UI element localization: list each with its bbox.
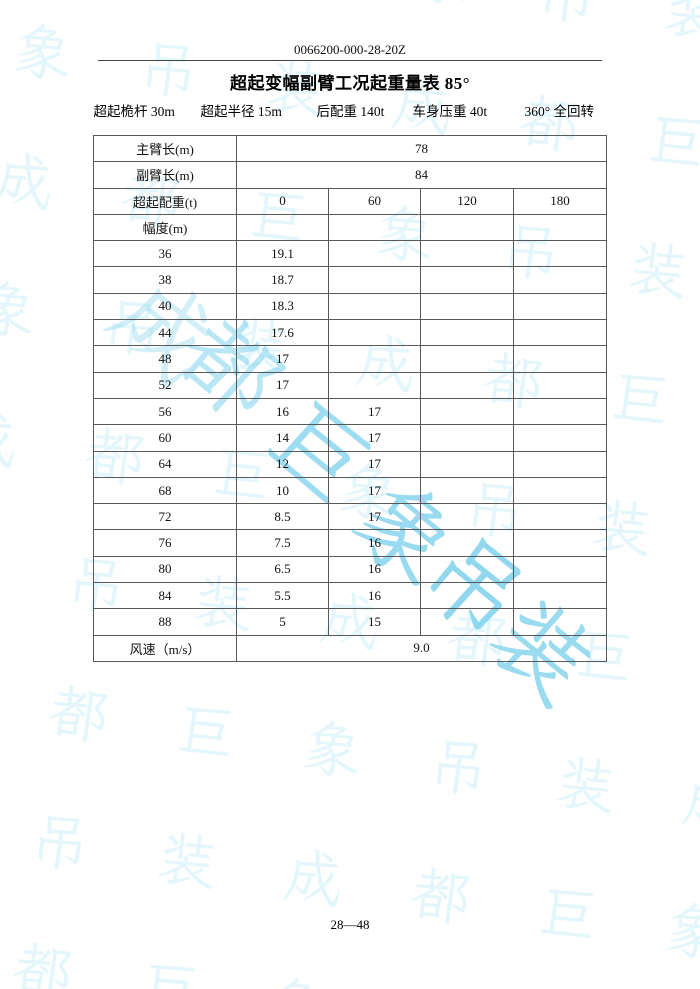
svg-text:成: 成 [279, 834, 349, 921]
svg-text:巨: 巨 [533, 870, 603, 957]
svg-text:都: 都 [44, 670, 114, 757]
svg-text:巨: 巨 [134, 945, 204, 989]
svg-text:吊: 吊 [388, 981, 458, 989]
svg-text:成: 成 [678, 759, 700, 846]
svg-text:吊: 吊 [26, 798, 96, 885]
svg-text:装: 装 [551, 741, 621, 828]
svg-text:象: 象 [297, 705, 367, 792]
svg-text:吊: 吊 [424, 723, 494, 810]
svg-text:装: 装 [152, 816, 222, 903]
svg-text:都: 都 [8, 927, 78, 989]
svg-text:巨: 巨 [171, 687, 241, 774]
svg-text:象: 象 [261, 963, 331, 989]
